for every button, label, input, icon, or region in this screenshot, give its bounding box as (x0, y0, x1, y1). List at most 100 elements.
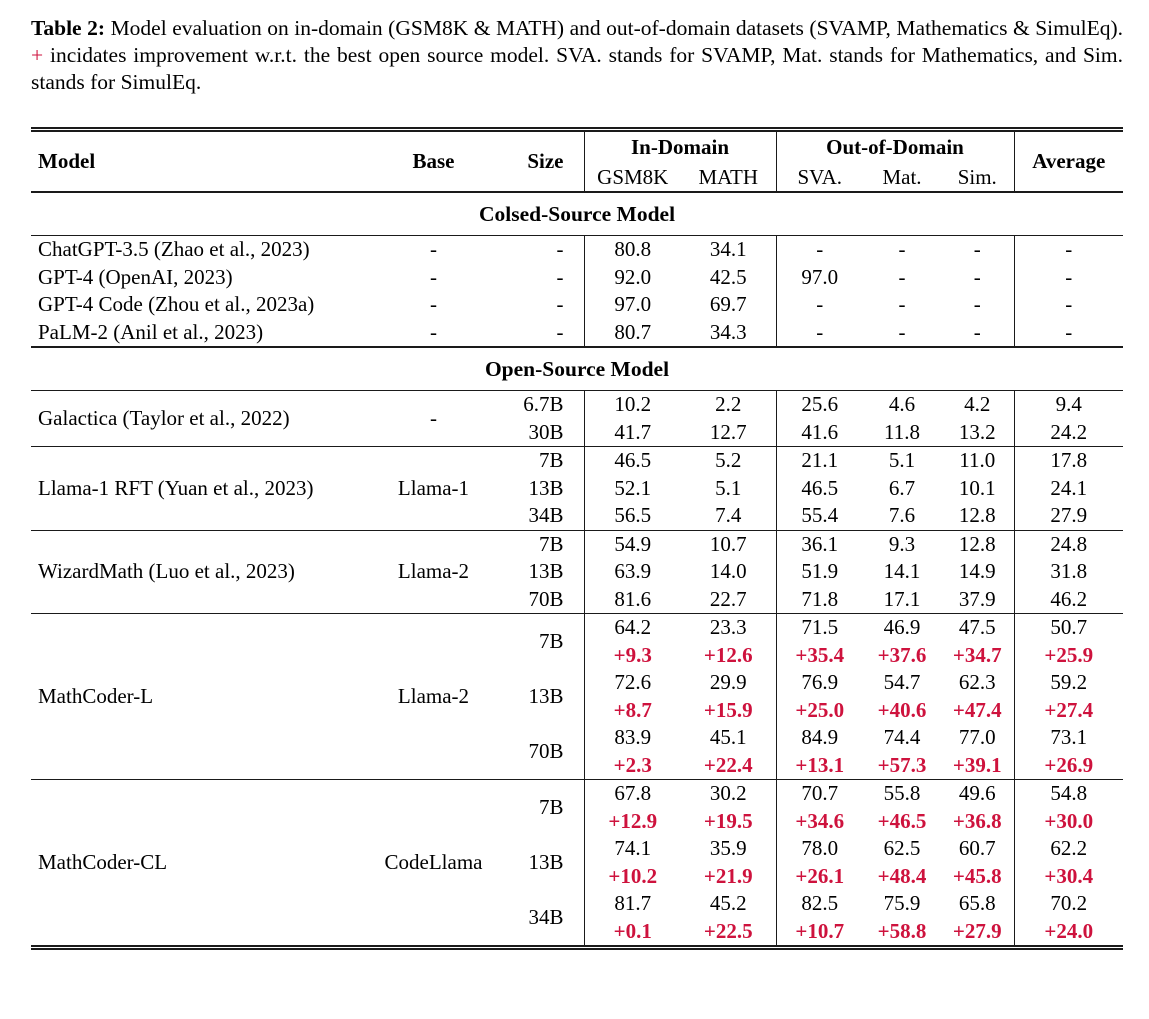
score-cell: - (775, 235, 863, 264)
score-cell: 10.2 (583, 390, 681, 419)
caption-text-after-plus: incidates improvement w.r.t. the best op… (31, 43, 1123, 94)
score-cell: 9.3 (888, 531, 916, 556)
base-cell: - (430, 292, 437, 316)
score-cell: 84.9 (775, 724, 863, 752)
section-header-row: Open-Source Model (31, 347, 1124, 391)
score-cell: 54.7 (883, 670, 921, 694)
delta-cell: +45.8 (952, 863, 1002, 888)
score-cell: 51.9 (775, 558, 863, 586)
delta-cell: +39.1 (952, 752, 1002, 777)
score-cell: - (1013, 318, 1124, 347)
delta-cell: +36.8 (952, 808, 1002, 833)
score-cell: 34.1 (709, 237, 747, 261)
col-header-simuleq: Sim. (941, 163, 1015, 193)
score-cell: 24.2 (1013, 418, 1124, 447)
delta-cell: +47.4 (952, 697, 1002, 722)
score-cell: 4.6 (888, 392, 916, 416)
score-cell: 75.9 (883, 891, 921, 915)
section-title: Colsed-Source Model (478, 202, 676, 226)
score-cell: 81.7 (583, 890, 681, 918)
model-cell: MathCoder-CL (38, 849, 168, 874)
score-cell: 80.7 (583, 318, 681, 347)
delta-cell: +8.7 (583, 696, 681, 724)
score-cell: 47.5 (958, 615, 996, 639)
score-cell: 5.1 (715, 475, 742, 500)
delta-cell: +48.4 (877, 863, 927, 888)
delta-cell: +22.4 (703, 752, 753, 777)
delta-cell: +27.9 (952, 918, 1002, 943)
size-cell: 13B (528, 849, 564, 874)
delta-row: +12.9 +19.5 +34.6 +46.5 +36.8 +30.0 (31, 807, 1124, 835)
score-cell: 62.2 (1013, 835, 1124, 863)
score-cell: 46.2 (1013, 585, 1124, 614)
score-cell: 25.6 (775, 390, 863, 419)
score-cell: 24.8 (1013, 530, 1124, 558)
delta-cell: +34.7 (952, 642, 1002, 667)
table-row: MathCoder-CL CodeLlama 7B 67.8 30.2 70.7 55.8 4… (31, 779, 1124, 874)
score-cell: 76.9 (775, 669, 863, 697)
score-cell: 97.0 (775, 263, 863, 291)
score-cell: 5.2 (715, 448, 742, 472)
col-header-math: MATH (681, 163, 776, 193)
delta-cell: +10.7 (775, 917, 863, 945)
score-cell: 12.8 (958, 503, 996, 527)
score-cell: 97.0 (583, 291, 681, 319)
size-cell: - (556, 264, 564, 289)
score-cell: 92.0 (583, 263, 681, 291)
col-group-out-of-domain: Out-of-Domain (775, 132, 1015, 163)
score-cell: 17.8 (1013, 446, 1124, 475)
model-cell: WizardMath (Luo et al., 2023) (38, 559, 295, 583)
score-cell: 62.5 (883, 836, 921, 860)
delta-cell: +24.0 (1013, 917, 1124, 945)
score-cell: 74.4 (883, 725, 921, 749)
score-cell: 17.1 (883, 586, 921, 611)
caption-text-before-plus: Model evaluation on in-domain (GSM8K & M… (110, 16, 1124, 40)
score-cell: - (1013, 263, 1124, 291)
score-cell: 4.2 (964, 392, 991, 416)
delta-cell: +26.9 (1013, 751, 1124, 780)
score-cell: 45.1 (709, 725, 747, 749)
size-cell: 70B (528, 738, 564, 763)
section-header-row: Colsed-Source Model (31, 192, 1124, 236)
model-cell: GPT-4 (OpenAI, 2023) (38, 264, 233, 289)
delta-cell: +25.0 (775, 696, 863, 724)
delta-cell: +12.9 (583, 807, 681, 835)
table-row: 13B 63.9 14.0 51.9 14.1 14.9 31.8 (31, 558, 1124, 586)
size-cell: 6.7B (523, 392, 564, 416)
model-cell: MathCoder-L (38, 683, 154, 708)
score-cell: 55.8 (883, 781, 921, 805)
table-body: Colsed-Source Model ChatGPT-3.5 (Zhao et … (31, 192, 1124, 945)
col-header-gsm8k: GSM8K (583, 163, 681, 193)
model-cell: PaLM-2 (Anil et al., 2023) (38, 319, 264, 344)
size-cell: 13B (528, 475, 564, 500)
caption-label: Table 2: (31, 16, 106, 40)
table-row: 34B 81.7 45.2 82.5 75.9 65.8 70.2 (31, 890, 1124, 929)
score-cell: 52.1 (583, 474, 681, 502)
table-caption: Table 2: Model evaluation on in-domain (… (31, 15, 1123, 96)
score-cell: 24.1 (1013, 474, 1124, 502)
delta-cell: +2.3 (583, 751, 681, 780)
score-cell: 80.8 (583, 235, 681, 264)
score-cell: - (1013, 291, 1124, 319)
delta-row: +2.3 +22.4 +13.1 +57.3 +39.1 +26.9 (31, 751, 1124, 780)
table-row: 13B 72.6 29.9 76.9 54.7 62.3 59.2 (31, 669, 1124, 708)
score-cell: 55.4 (775, 502, 863, 530)
size-cell: - (556, 319, 564, 344)
section-title: Open-Source Model (484, 357, 670, 381)
score-cell: 12.7 (709, 419, 747, 444)
size-cell: 13B (528, 559, 564, 583)
score-cell: 71.5 (775, 613, 863, 642)
table-row: 70B 81.6 22.7 71.8 17.1 37.9 46.2 (31, 585, 1124, 614)
size-cell: 7B (538, 794, 564, 819)
size-cell: 7B (538, 628, 564, 653)
score-cell: 59.2 (1013, 669, 1124, 697)
base-cell: - (430, 319, 437, 344)
score-cell: 14.1 (883, 559, 921, 583)
table-row: Llama-1 RFT (Yuan et al., 2023) Llama-1 7B… (31, 446, 1124, 500)
delta-cell: +27.4 (1013, 696, 1124, 724)
score-cell: - (973, 292, 981, 316)
delta-cell: +46.5 (877, 808, 927, 833)
table-row: MathCoder-L Llama-2 7B 64.2 23.3 71.5 46.9 47.5… (31, 613, 1124, 708)
score-cell: 21.1 (775, 446, 863, 475)
base-cell: Llama-2 (397, 559, 470, 583)
